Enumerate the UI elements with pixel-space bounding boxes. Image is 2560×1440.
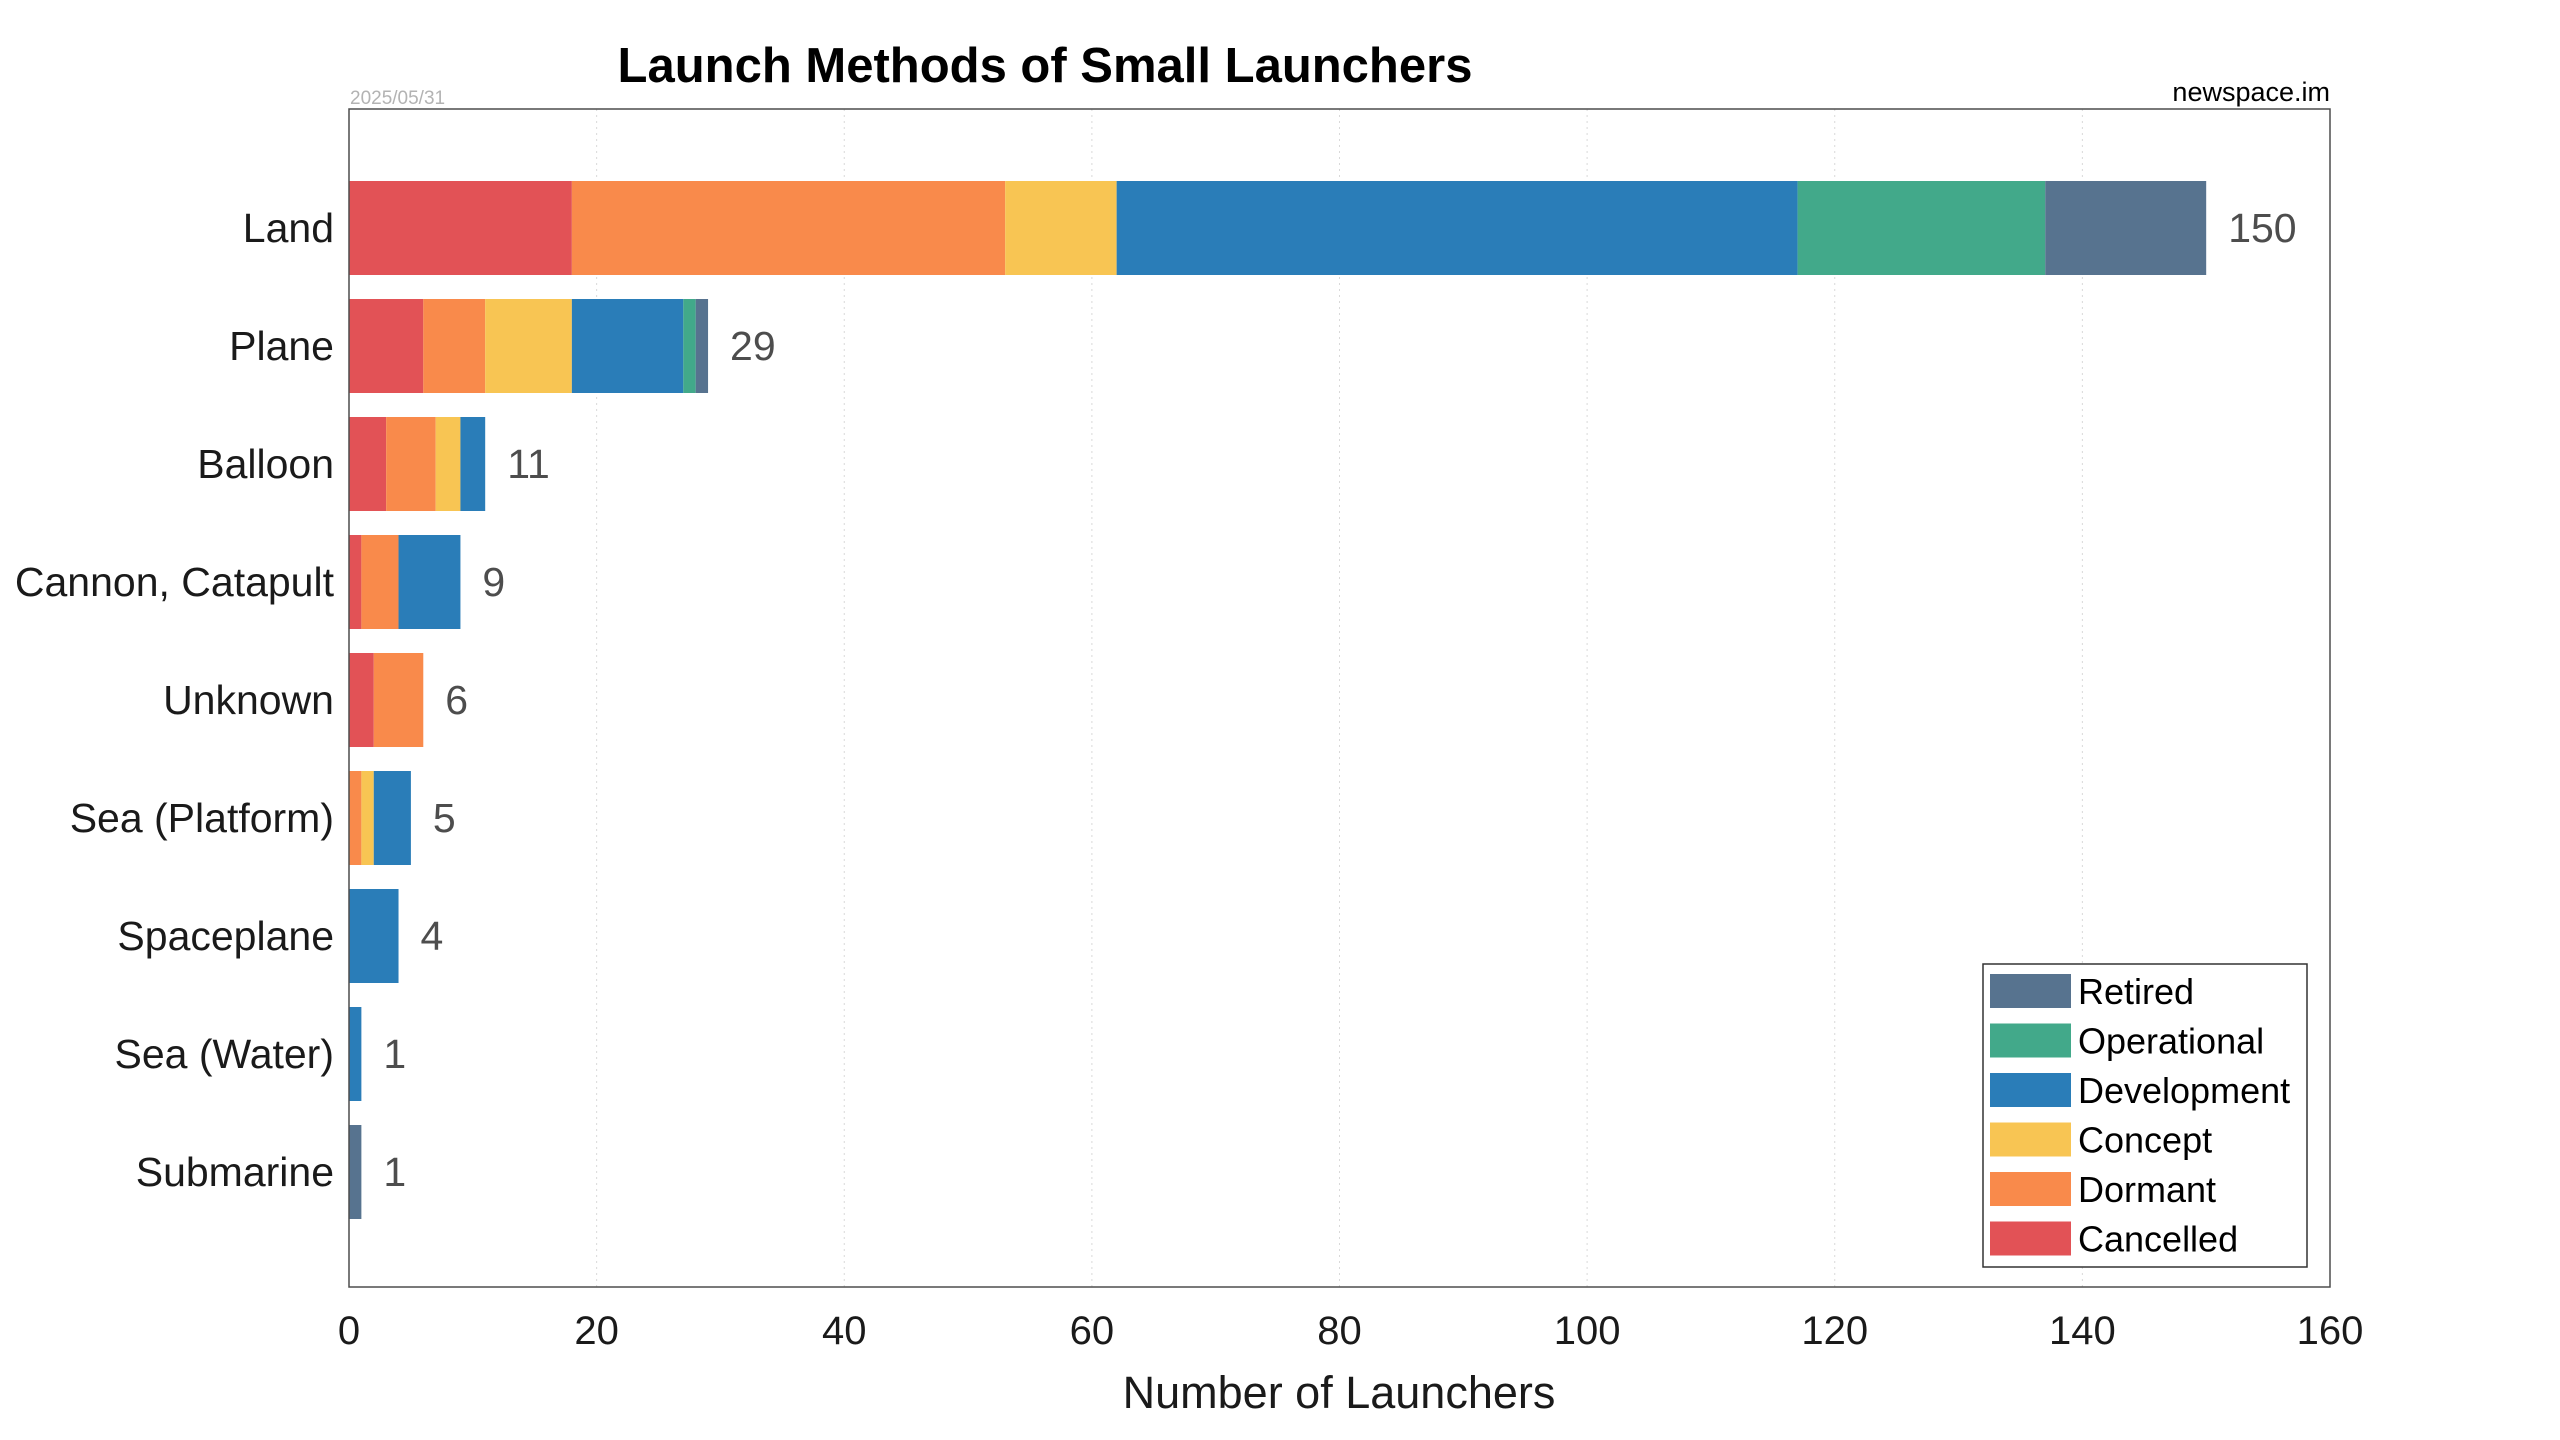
x-tick-label: 120 [1801,1309,1868,1353]
bar-segment-development [398,535,461,629]
x-axis-label: Number of Launchers [1123,1367,1556,1418]
category-label: Sea (Platform) [70,795,334,841]
bar-segment-dormant [373,653,424,747]
legend-box [1982,963,2308,1268]
total-label: 9 [482,559,505,605]
total-label: 6 [445,677,468,723]
bar-segment-dormant [386,417,436,511]
legend-label: Dormant [2078,1169,2216,1210]
category-label: Plane [229,323,334,369]
chart-date: 2025/05/31 [350,88,445,109]
chart-source: newspace.im [2172,77,2330,107]
legend-swatch [1990,1073,2071,1107]
bar-segment-retired [695,299,709,393]
legend-label: Retired [2078,971,2194,1012]
bar-segment-retired [2045,181,2207,275]
total-label: 29 [730,323,776,369]
legend-label: Development [2078,1070,2290,1111]
x-tick-label: 100 [1554,1309,1621,1353]
legend: Retired Operational Development Concept Dorm… [1982,963,2308,1268]
total-label: 150 [2228,205,2296,251]
legend-label: Cancelled [2078,1219,2238,1260]
x-tick-label: 160 [2297,1309,2364,1353]
bar-segment-development [571,299,684,393]
legend-swatch [1990,1221,2071,1256]
x-tick-label: 80 [1317,1309,1362,1353]
legend-label: Concept [2078,1120,2212,1161]
bar-segment-development [460,417,486,511]
category-label: Unknown [163,677,334,723]
bar-segment-concept [1005,181,1117,275]
total-label: 1 [383,1149,406,1195]
bar-segment-concept [435,417,461,511]
bar-segment-development [349,889,399,983]
bar-segment-cancelled [349,299,424,393]
legend-swatch [1990,1023,2071,1058]
x-tick-label: 0 [338,1309,360,1353]
legend-swatch [1990,1172,2071,1206]
bar-segment-operational [683,299,696,393]
category-label: Balloon [197,441,334,487]
bar-segment-development [349,1007,362,1101]
chart-title: Launch Methods of Small Launchers [618,39,1473,93]
total-label: 4 [421,913,444,959]
bar-segment-cancelled [349,181,572,275]
bar-segment-cancelled [349,535,362,629]
total-label: 11 [507,441,550,487]
bar-segment-concept [485,299,572,393]
x-tick-label: 140 [2049,1309,2116,1353]
bar-segment-dormant [571,181,1006,275]
legend-swatch [1990,1122,2071,1157]
bar-segment-dormant [361,535,399,629]
total-label: 1 [383,1031,406,1077]
bars [349,181,2207,1219]
bar-segment-cancelled [349,653,374,747]
bar-segment-retired [349,1125,362,1219]
x-tick-labels: 0 20 40 60 80 100 120 140 160 [338,1309,2364,1353]
legend-swatch [1990,974,2071,1008]
bar-segment-operational [1797,181,2046,275]
bar-segment-concept [361,771,374,865]
x-tick-label: 20 [574,1309,619,1353]
x-tick-label: 40 [822,1309,867,1353]
x-tick-label: 60 [1070,1309,1115,1353]
legend-label: Operational [2078,1021,2264,1062]
grid-lines [596,109,2083,1287]
bar-segment-dormant [349,771,362,865]
bar-segment-dormant [423,299,486,393]
category-label: Cannon, Catapult [15,559,335,605]
category-label: Spaceplane [117,913,334,959]
bar-segment-development [373,771,411,865]
category-label: Land [243,205,334,251]
category-labels: Land Plane Balloon Cannon, Catapult Unknown S… [15,205,335,1195]
plot-frame [348,108,2331,1288]
bar-segment-cancelled [349,417,387,511]
category-label: Submarine [136,1149,334,1195]
total-label: 5 [433,795,456,841]
category-label: Sea (Water) [115,1031,334,1077]
bar-segment-development [1116,181,1798,275]
